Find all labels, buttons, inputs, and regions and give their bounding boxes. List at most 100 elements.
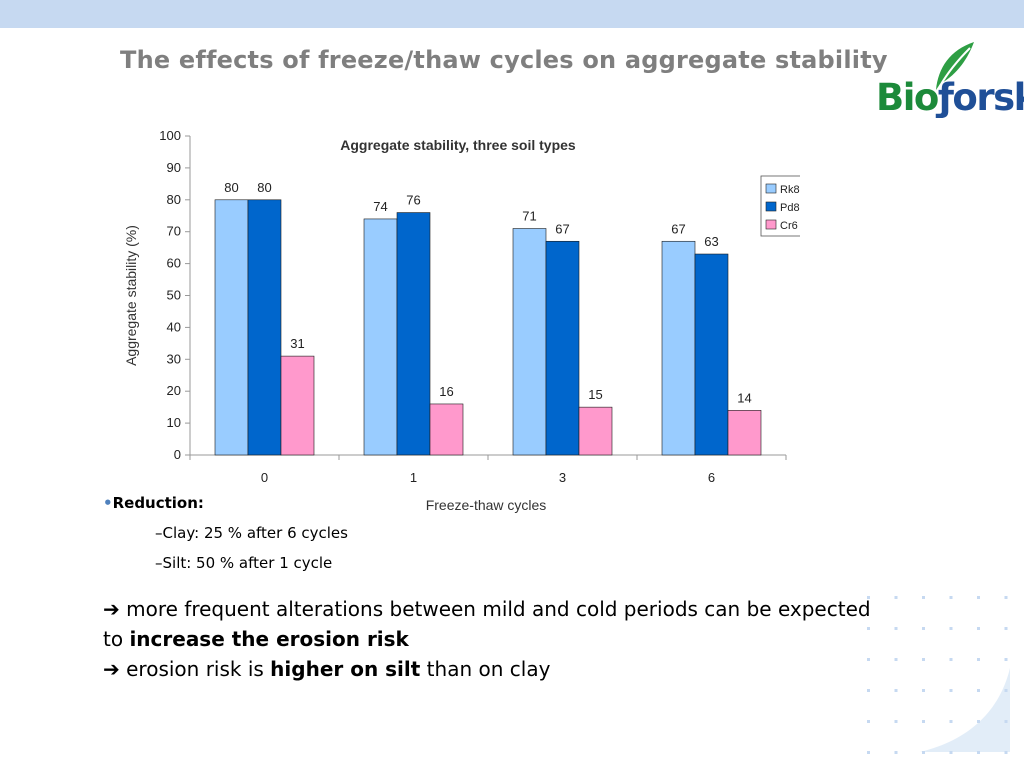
reduction-silt: –Silt: 50 % after 1 cycle (155, 554, 333, 572)
legend-label: Cr6 (780, 220, 798, 232)
y-tick-label: 20 (167, 383, 181, 398)
bar-pd8 (247, 199, 282, 456)
decor-dot (922, 689, 925, 692)
decor-dot (922, 720, 925, 723)
bar-value-label: 31 (290, 336, 304, 351)
y-tick-label: 50 (167, 288, 181, 303)
legend-swatch (765, 183, 777, 194)
bar-cr6 (280, 355, 315, 456)
y-tick-label: 60 (167, 256, 181, 271)
bar-pd8 (545, 240, 580, 456)
bar-value-label: 16 (439, 384, 453, 399)
legend-label: Pd8 (780, 202, 800, 214)
decor-dot (1004, 689, 1008, 692)
decor-dot (894, 751, 898, 754)
bar-value-label: 67 (671, 221, 685, 236)
bar-value-label: 67 (555, 221, 569, 236)
conclusion-line-2: ➔ erosion risk is higher on silt than on… (103, 654, 893, 684)
y-tick-label: 70 (167, 224, 181, 239)
legend-label: Rk8 (780, 184, 800, 196)
decor-dot (949, 720, 953, 723)
bar-rk8 (363, 218, 398, 456)
conclusion: ➔ more frequent alterations between mild… (103, 594, 893, 684)
bar-value-label: 80 (257, 180, 271, 195)
decorative-dots (867, 596, 1010, 754)
decor-dot (867, 596, 870, 599)
x-tick-label: 6 (708, 470, 715, 485)
decor-dot (894, 720, 898, 723)
x-axis-label: Freeze-thaw cycles (426, 497, 547, 513)
decor-dot (977, 627, 980, 630)
decor-dot (894, 689, 898, 692)
conclusion-1-text: more frequent alterations between mild a… (103, 597, 871, 651)
bar-rk8 (512, 228, 547, 456)
decor-dot (922, 596, 925, 599)
bar-cr6 (727, 410, 762, 456)
decor-dot (867, 689, 870, 692)
decor-dot (867, 720, 870, 723)
chart-title: Aggregate stability, three soil types (340, 137, 576, 153)
decor-dot (1004, 627, 1008, 630)
y-tick-label: 0 (174, 447, 181, 462)
bar-value-label: 14 (737, 390, 751, 405)
decor-dot (894, 627, 898, 630)
y-tick-label: 90 (167, 160, 181, 175)
top-band (0, 0, 1024, 28)
legend-swatch (765, 219, 777, 230)
x-tick-label: 0 (261, 470, 268, 485)
decor-dot (894, 596, 898, 599)
bar-value-label: 80 (224, 180, 238, 195)
decor-dot (977, 720, 980, 723)
bullet-dot: • (103, 494, 113, 512)
conclusion-1-bold: increase the erosion risk (129, 627, 409, 651)
decor-dot (949, 658, 953, 661)
bar-value-label: 63 (704, 234, 718, 249)
arrow-icon: ➔ (103, 597, 120, 621)
decor-dot (977, 689, 980, 692)
bar-cr6 (429, 403, 464, 456)
decor-dot (977, 751, 980, 754)
arrow-icon: ➔ (103, 657, 120, 681)
decor-dot (922, 627, 925, 630)
y-tick-label: 30 (167, 351, 181, 366)
slide-title: The effects of freeze/thaw cycles on agg… (120, 46, 888, 74)
decor-dot (949, 596, 953, 599)
decor-dot (1004, 658, 1008, 661)
bar-cr6 (578, 406, 613, 456)
decor-dot (922, 751, 925, 754)
bar-rk8 (214, 199, 249, 456)
bar-value-label: 71 (522, 209, 536, 224)
decor-dot (867, 658, 870, 661)
decor-dot (894, 658, 898, 661)
bar-value-label: 15 (588, 387, 602, 402)
reduction-heading: Reduction: (112, 494, 204, 512)
y-axis-label: Aggregate stability (%) (123, 225, 139, 366)
x-tick-label: 1 (410, 470, 417, 485)
decor-dot (867, 751, 870, 754)
bar-rk8 (661, 240, 696, 456)
y-tick-label: 100 (159, 128, 181, 143)
decor-dot (949, 689, 953, 692)
conclusion-line-1: ➔ more frequent alterations between mild… (103, 594, 893, 654)
conclusion-2-bold: higher on silt (270, 657, 421, 681)
decor-swoosh (920, 668, 1010, 752)
y-tick-label: 10 (167, 415, 181, 430)
bar-pd8 (396, 212, 431, 456)
decor-dot (1004, 751, 1008, 754)
decor-dot (949, 751, 953, 754)
aggregate-stability-chart: Aggregate stability, three soil types010… (123, 128, 800, 513)
decor-dot (1004, 720, 1008, 723)
bioforsk-logo: Bioƒorsk (868, 40, 1024, 126)
y-tick-label: 80 (167, 192, 181, 207)
decor-dot (867, 627, 870, 630)
conclusion-2-text: erosion risk is (119, 657, 271, 681)
bar-pd8 (694, 253, 729, 456)
conclusion-2-tail: than on clay (420, 657, 551, 681)
x-tick-label: 3 (559, 470, 566, 485)
decor-dot (949, 627, 953, 630)
leaf-icon (936, 42, 974, 90)
logo-wordmark: Bioƒorsk (876, 76, 1024, 119)
y-tick-label: 40 (167, 319, 181, 334)
reduction-heading-line: •Reduction: (103, 494, 204, 512)
bar-value-label: 74 (373, 199, 387, 214)
